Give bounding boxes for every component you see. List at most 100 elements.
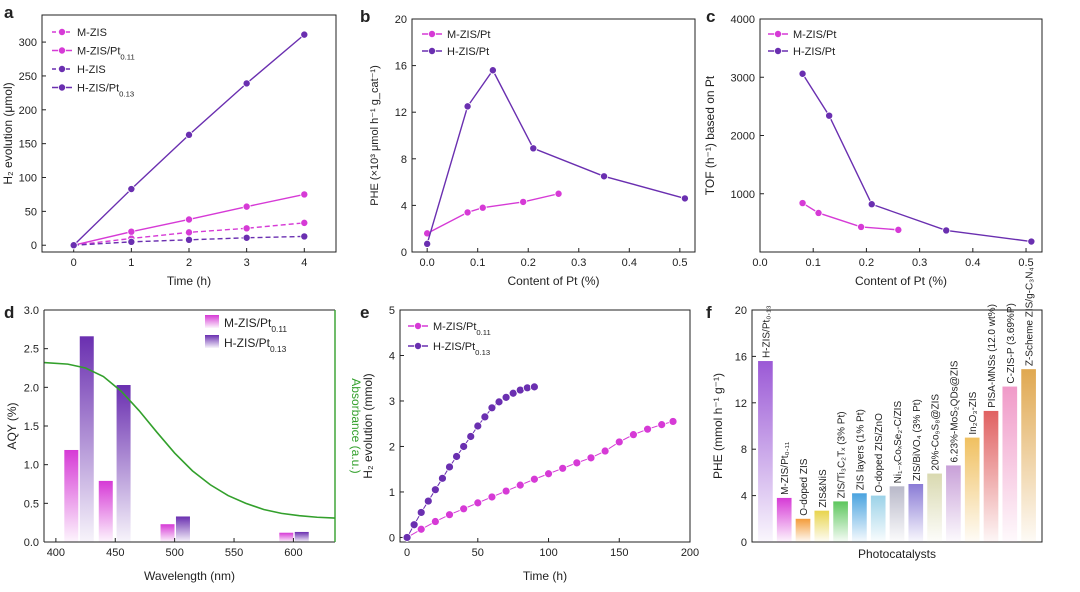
x-axis-title: Photocatalysts <box>858 547 936 561</box>
plot-frame <box>411 18 696 253</box>
legend-marker <box>427 29 436 38</box>
data-point <box>402 533 412 542</box>
data-point <box>586 453 596 463</box>
y-axis-title: TOF (h⁻¹) based on Pt <box>703 75 717 195</box>
y-tick-label: 16 <box>735 351 747 363</box>
bar-category-label: M-ZIS/Pt₀.₁₁ <box>780 441 791 495</box>
legend-marker <box>774 47 783 56</box>
y-axis-title: H₂ evolution (mmol) <box>361 373 375 478</box>
bar <box>814 510 830 542</box>
y-tick-label: 0.0 <box>24 537 39 549</box>
data-point <box>494 397 504 407</box>
legend-marker <box>58 83 67 92</box>
x-tick-label: 0.1 <box>806 257 821 269</box>
y-tick-label: 150 <box>19 139 37 151</box>
y-tick-label: 3.0 <box>24 305 39 317</box>
y-tick-label: 12 <box>395 107 407 119</box>
bar-category-label: 20%-Co₉S₈@ZIS <box>931 394 942 471</box>
legend-label: H-ZIS/Pt <box>447 46 489 58</box>
bar-category-label: ZIS/BiVO₄ (3% Pt) <box>912 399 923 481</box>
data-point <box>459 504 469 514</box>
y-axis-title: PHE (×10³ μmol h⁻¹ g_cat⁻¹) <box>369 65 381 206</box>
bar <box>1021 369 1036 542</box>
x-tick-label: 0.4 <box>622 257 637 269</box>
data-point <box>600 446 610 456</box>
bar <box>983 410 999 542</box>
data-point <box>459 442 469 451</box>
x-tick-label: 0.3 <box>912 257 927 269</box>
panel-b: 0.0 0.1 0.2 0.3 0.4 0.5 0 4 8 12 16 20 M-ZIS/Pt H-ZIS… <box>360 7 696 288</box>
data-point <box>825 111 834 120</box>
data-point <box>680 194 689 203</box>
x-tick-label: 0 <box>71 257 77 269</box>
y-tick-label: 0 <box>31 240 37 252</box>
data-point <box>614 437 624 447</box>
x-tick-label: 400 <box>47 547 65 559</box>
y-tick-label: 0 <box>741 537 747 549</box>
legend-marker <box>774 29 783 38</box>
legend-marker <box>413 341 422 350</box>
x-axis-title: Content of Pt (%) <box>507 274 599 288</box>
data-point <box>430 517 440 526</box>
panel-c: 0.0 0.1 0.2 0.3 0.4 0.5 1000 2000 3000 4000 M-ZIS/… <box>703 7 1043 288</box>
x-tick-label: 50 <box>472 547 484 559</box>
x-axis-title: Time (h) <box>523 569 567 583</box>
x-tick-label: 4 <box>301 257 307 269</box>
y-axis-title: H₂ evolution (μmol) <box>1 82 15 184</box>
data-point <box>452 452 461 461</box>
y-tick-label: 1.5 <box>24 421 39 433</box>
data-point <box>487 492 497 502</box>
data-point <box>242 202 251 211</box>
data-point <box>184 228 193 237</box>
bar-category-label: Ni₁₋ₓCoₓSe₂-C/ZIS <box>893 401 904 484</box>
series-line <box>802 202 899 231</box>
data-point <box>184 130 193 139</box>
bar-category-label: ZIS/Ti₃C₂Tₓ (3% Pt) <box>837 411 848 498</box>
data-point <box>409 520 419 530</box>
data-point <box>572 458 582 468</box>
data-point <box>242 79 251 88</box>
y-tick-label: 4 <box>741 491 747 503</box>
x-tick-label: 0.2 <box>859 257 874 269</box>
bar <box>908 484 924 542</box>
x-tick-label: 3 <box>244 257 250 269</box>
series-line <box>801 73 1032 243</box>
data-point <box>300 30 309 39</box>
bar-category-label: O-doped ZIS/ZnO <box>874 413 885 493</box>
bar <box>758 361 773 542</box>
data-point <box>643 424 652 434</box>
legend-label: M-ZIS/Pt <box>793 29 836 41</box>
y-tick-label: 20 <box>395 14 407 26</box>
legend-label: H-ZIS/Pt <box>793 46 835 58</box>
plot-frame <box>399 309 691 543</box>
bar <box>870 495 886 542</box>
x-tick-label: 0.3 <box>571 257 586 269</box>
data-point <box>798 199 807 208</box>
panel-label: b <box>360 7 370 26</box>
panel-f: 0 4 8 12 16 20 H-ZIS/Pt₀.₁₃ M-ZIS/Pt₀.₁₁ O-doped… <box>706 267 1043 561</box>
data-point <box>423 239 432 248</box>
legend-label: H-ZIS <box>77 64 106 76</box>
x-tick-label: 1 <box>128 257 134 269</box>
data-point <box>473 498 483 508</box>
bar <box>64 449 79 542</box>
data-point <box>501 486 511 496</box>
data-point <box>300 190 309 199</box>
bar <box>795 518 811 542</box>
x-tick-label: 600 <box>284 547 302 559</box>
absorbance-curve <box>43 361 336 519</box>
data-point <box>519 197 528 206</box>
data-point <box>242 224 251 233</box>
y-tick-label: 3000 <box>731 72 755 84</box>
bar <box>116 385 131 542</box>
bar <box>98 480 113 542</box>
series-line <box>73 34 305 246</box>
data-point <box>445 462 454 472</box>
bar <box>79 336 94 542</box>
bar <box>964 437 980 542</box>
panel-e: 0 50 100 150 200 0 1 2 3 4 5 M-ZIS/Pt0.11 H-ZIS/Pt0.… <box>360 303 699 583</box>
x-tick-label: 200 <box>681 547 699 559</box>
data-point <box>857 222 866 231</box>
legend-marker <box>58 65 67 74</box>
bar <box>160 524 175 542</box>
